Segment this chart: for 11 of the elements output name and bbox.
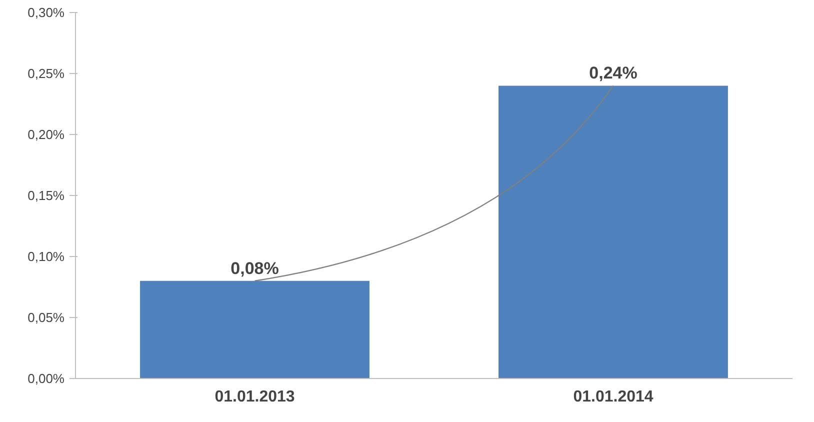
y-tick-label: 0,05% [28,310,65,325]
data-label: 0,24% [589,64,638,83]
y-tick-label: 0,20% [28,127,65,142]
x-tick-label: 01.01.2014 [573,388,654,406]
y-tick-label: 0,00% [28,371,65,386]
y-tick-label: 0,30% [28,5,65,20]
data-label: 0,08% [230,258,279,278]
y-tick-label: 0,10% [28,249,65,264]
y-tick-label: 0,15% [28,188,65,203]
y-tick-label: 0,25% [28,66,65,81]
x-tick-label: 01.01.2013 [214,388,295,406]
